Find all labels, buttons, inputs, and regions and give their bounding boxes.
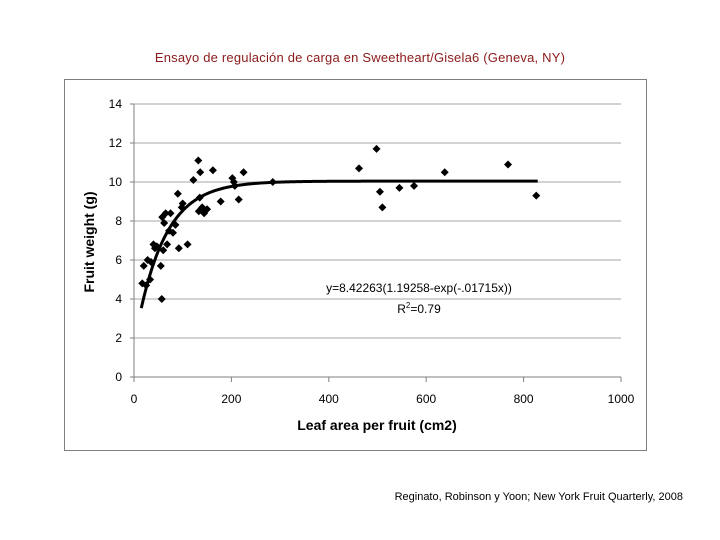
data-point <box>198 203 207 212</box>
data-point <box>234 195 243 204</box>
y-tick-label: 0 <box>115 370 122 384</box>
y-tick-label: 14 <box>109 97 123 111</box>
y-axis-title: Fruit weight (g) <box>81 191 97 292</box>
data-point <box>161 209 170 218</box>
x-tick-labels: 0 200 400 600 800 1000 <box>131 377 635 406</box>
data-point <box>157 295 166 303</box>
data-point <box>203 205 212 214</box>
r-squared-value: =0.79 <box>410 302 441 316</box>
r-squared-label: R2=0.79 <box>397 301 441 316</box>
data-point <box>146 275 155 284</box>
fit-curve <box>139 179 538 309</box>
x-axis-title: Leaf area per fruit (cm2) <box>297 417 457 433</box>
data-point <box>168 228 177 237</box>
x-tick-label: 800 <box>514 392 534 406</box>
data-point <box>171 220 180 229</box>
data-point <box>166 209 175 218</box>
axes <box>133 104 621 378</box>
data-point <box>163 240 172 249</box>
y-tick-label: 12 <box>109 136 123 150</box>
chart-frame: 0 2 4 6 8 10 12 14 0 200 400 600 800 1000 y=8.42263(… <box>64 79 647 451</box>
fit-equation: y=8.42263(1.19258-exp(-.01715x)) <box>326 281 512 295</box>
x-tick-label: 600 <box>416 392 436 406</box>
x-tick-label: 0 <box>131 392 138 406</box>
data-point <box>410 181 419 190</box>
r-squared-exponent: 2 <box>406 301 411 310</box>
gridlines <box>134 103 621 339</box>
y-tick-label: 6 <box>115 253 122 267</box>
data-point <box>195 193 204 202</box>
x-tick-label: 1000 <box>608 392 635 406</box>
data-point <box>268 178 277 186</box>
slide-title: Ensayo de regulación de carga en Sweethe… <box>154 50 566 65</box>
data-point <box>375 187 384 196</box>
y-tick-label: 8 <box>115 214 122 228</box>
data-point <box>354 164 363 173</box>
data-point <box>189 176 198 185</box>
data-point <box>228 174 237 183</box>
data-point <box>152 242 161 251</box>
y-tick-label: 10 <box>109 175 123 189</box>
data-point <box>147 257 156 266</box>
data-point <box>183 240 192 249</box>
data-point <box>142 281 151 290</box>
data-points <box>138 144 541 303</box>
data-point <box>216 197 225 206</box>
data-point <box>395 183 404 192</box>
y-tick-label: 4 <box>115 292 122 306</box>
data-point <box>208 166 217 175</box>
data-point <box>196 168 205 177</box>
data-point <box>178 199 187 208</box>
scatter-chart: 0 2 4 6 8 10 12 14 0 200 400 600 800 1000 y=8.42263(… <box>81 97 635 433</box>
data-point <box>378 203 387 212</box>
data-point <box>440 168 449 177</box>
source-credit: Reginato, Robinson y Yoon; New York Frui… <box>394 491 683 503</box>
y-tick-label: 2 <box>115 331 122 345</box>
data-point <box>173 189 182 198</box>
r-squared-symbol: R <box>397 302 406 316</box>
data-point <box>159 246 168 255</box>
data-point <box>194 156 203 165</box>
data-point <box>230 181 239 190</box>
y-tick-labels: 0 2 4 6 8 10 12 14 <box>109 97 134 384</box>
x-tick-label: 200 <box>221 392 241 406</box>
data-point <box>174 244 183 253</box>
data-point <box>532 191 541 200</box>
data-point <box>372 144 381 153</box>
data-point <box>139 261 148 270</box>
data-point <box>160 218 169 227</box>
data-point <box>156 261 165 270</box>
data-point <box>239 168 248 177</box>
data-point <box>149 240 158 249</box>
data-point <box>504 160 513 169</box>
x-tick-label: 400 <box>319 392 339 406</box>
